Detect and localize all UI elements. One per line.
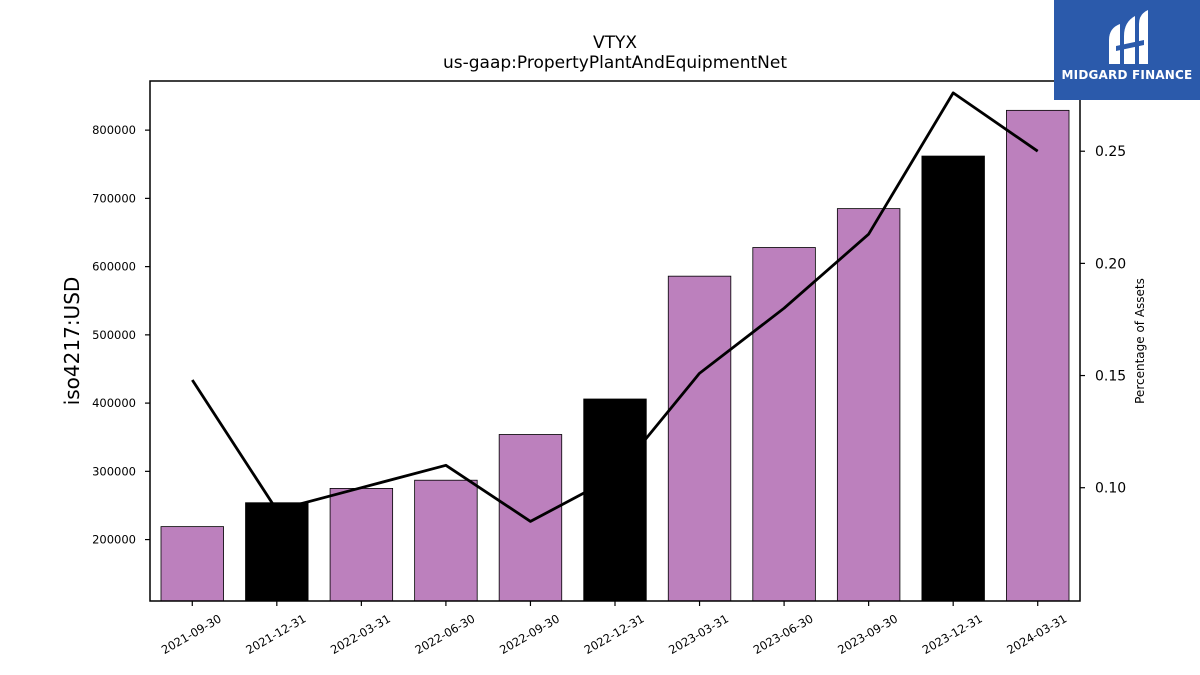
- x-tick-label: 2023-06-30: [751, 611, 816, 657]
- y2-tick-label: 0.25: [1095, 144, 1126, 160]
- x-tick-label: 2023-12-31: [920, 611, 985, 657]
- bar-2022-09-30: [498, 434, 563, 602]
- x-tick-label: 2024-03-31: [1004, 611, 1069, 657]
- y-tick-label: 600000: [92, 260, 136, 274]
- x-tick-label: 2022-12-31: [582, 611, 647, 657]
- percentage-line: [191, 91, 1039, 523]
- bar-2023-12-31: [921, 155, 985, 602]
- bar-2023-06-30: [752, 247, 816, 602]
- y-tick-label: 200000: [92, 533, 136, 547]
- y-tick-label: 800000: [92, 123, 136, 137]
- x-tick-label: 2022-09-30: [497, 611, 562, 657]
- line-group: [191, 91, 1039, 523]
- y2-axis-label: Percentage of Assets: [1133, 278, 1147, 404]
- y-axis-label: iso4217:USD: [60, 277, 84, 406]
- bar-2022-03-31: [329, 488, 394, 602]
- y2-tick-label: 0.20: [1095, 256, 1126, 272]
- bar-2022-12-31: [583, 398, 647, 602]
- x-tick-label: 2021-09-30: [159, 611, 224, 657]
- chart-title: VTYX: [593, 33, 637, 53]
- bar-2022-06-30: [414, 479, 478, 602]
- x-axis-ticks: 2021-09-30 2021-12-31 2022-03-31 2022-06-30…: [159, 601, 1069, 657]
- y2-tick-label: 0.15: [1095, 369, 1126, 385]
- x-tick-label: 2022-06-30: [413, 611, 478, 657]
- y2-axis-ticks: 0.10 0.15 0.20 0.25: [1080, 144, 1126, 497]
- y-tick-label: 500000: [92, 328, 136, 342]
- y-tick-label: 300000: [92, 464, 136, 478]
- x-tick-label: 2021-12-31: [243, 611, 308, 657]
- x-tick-label: 2022-03-31: [328, 611, 393, 657]
- chart-subtitle: us-gaap:PropertyPlantAndEquipmentNet: [443, 53, 787, 73]
- bar-2023-09-30: [836, 208, 901, 602]
- bar-2023-03-31: [667, 275, 732, 602]
- x-tick-label: 2023-09-30: [835, 611, 900, 657]
- midgard-logo-icon: [1109, 10, 1148, 64]
- y-tick-label: 400000: [92, 396, 136, 410]
- bar-2021-09-30: [160, 526, 224, 602]
- bar-2021-12-31: [245, 502, 309, 602]
- y-axis-ticks: 200000 300000 400000 500000 600000 700000 8000…: [92, 123, 150, 547]
- bar-group: [160, 109, 1070, 602]
- logo-text: MIDGARD FINANCE: [1061, 68, 1193, 82]
- y2-tick-label: 0.10: [1095, 481, 1126, 497]
- y-tick-label: 700000: [92, 191, 136, 205]
- midgard-finance-logo: MIDGARD FINANCE: [1054, 0, 1200, 100]
- bar-2024-03-31: [1006, 109, 1070, 602]
- x-tick-label: 2023-03-31: [666, 611, 731, 657]
